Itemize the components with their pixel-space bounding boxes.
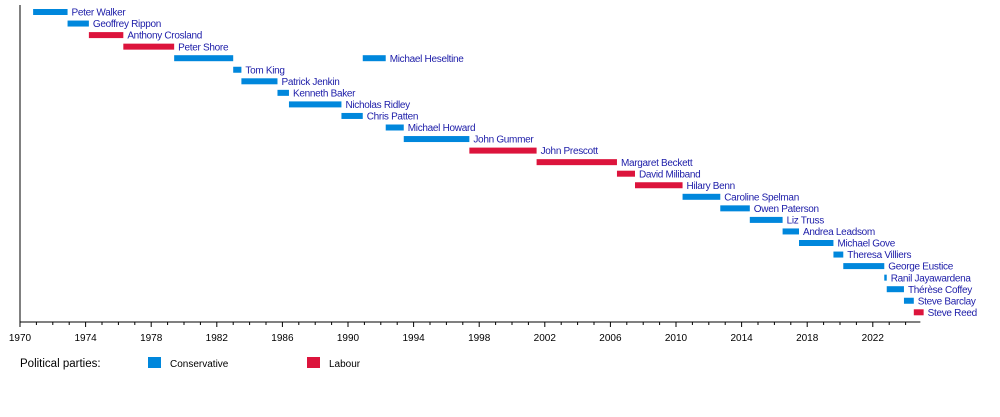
x-tick-label: 1974 [74, 333, 97, 344]
minister-label: Andrea Leadsom [803, 227, 875, 238]
minister-label: John Gummer [473, 135, 534, 146]
legend-swatch [148, 357, 161, 368]
x-tick-label: 2002 [534, 333, 557, 344]
legend-title: Political parties: [20, 358, 101, 370]
minister-label: Theresa Villiers [847, 250, 911, 261]
term-bar [241, 78, 278, 85]
legend-swatch [307, 357, 320, 368]
term-bar [799, 240, 834, 246]
minister-label: Michael Heseltine [390, 54, 465, 65]
minister-label: Kenneth Baker [293, 88, 356, 99]
term-bar [884, 274, 887, 281]
x-tick-label: 2006 [599, 333, 622, 344]
minister-label: Patrick Jenkin [281, 77, 339, 88]
x-tick-label: 2022 [862, 333, 885, 344]
minister-label: Michael Howard [408, 123, 476, 134]
term-bar [67, 20, 89, 27]
term-bar [174, 55, 234, 62]
term-bar [720, 205, 750, 212]
minister-label: Anthony Crosland [127, 31, 202, 42]
term-bar [469, 147, 537, 154]
legend-label: Labour [329, 359, 361, 370]
term-bar [403, 136, 470, 143]
minister-label: Tom King [245, 65, 284, 76]
minister-label: Chris Patten [367, 112, 418, 123]
minister-label: Nicholas Ridley [345, 100, 410, 111]
term-bar [288, 101, 342, 108]
term-bar [749, 216, 783, 223]
term-bar [886, 286, 904, 293]
x-tick-label: 1982 [206, 333, 229, 344]
term-bar [843, 263, 885, 270]
x-tick-label: 1986 [271, 333, 294, 344]
minister-label: Michael Gove [837, 239, 895, 250]
term-bar [123, 43, 175, 50]
term-bar [362, 55, 386, 62]
term-bar [233, 66, 242, 73]
minister-label: Thérèse Coffey [908, 285, 972, 296]
term-bar [903, 297, 914, 304]
minister-label: Steve Barclay [918, 296, 976, 307]
term-bar [277, 89, 289, 96]
minister-label: Peter Shore [178, 42, 229, 53]
term-bar [833, 251, 844, 258]
term-bar [33, 9, 68, 15]
minister-label: Peter Walker [72, 8, 127, 19]
minister-label: Steve Reed [928, 308, 977, 319]
term-bar [782, 228, 799, 235]
term-bar [913, 309, 924, 316]
minister-label: Margaret Beckett [621, 158, 693, 169]
minister-label: Caroline Spelman [724, 192, 799, 203]
minister-label: George Eustice [888, 262, 953, 273]
x-tick-label: 1994 [402, 333, 425, 344]
x-tick-label: 2010 [665, 333, 688, 344]
x-tick-label: 1990 [337, 333, 360, 344]
x-tick-label: 1970 [9, 333, 32, 344]
minister-label: Geoffrey Rippon [93, 19, 161, 30]
x-tick-label: 2018 [796, 333, 819, 344]
term-bar [536, 159, 617, 166]
minister-label: Liz Truss [787, 216, 825, 227]
x-tick-label: 1978 [140, 333, 163, 344]
minister-label: Hilary Benn [687, 181, 735, 192]
minister-label: David Miliband [639, 169, 700, 180]
legend-label: Conservative [170, 359, 229, 370]
minister-label: Owen Paterson [754, 204, 819, 215]
term-bar [682, 193, 721, 200]
x-tick-label: 1998 [468, 333, 491, 344]
minister-label: Ranil Jayawardena [891, 273, 972, 284]
term-bar [385, 124, 404, 131]
term-bar [635, 182, 683, 189]
minister-label: John Prescott [541, 146, 599, 157]
term-bar [616, 170, 635, 177]
term-bar [341, 112, 363, 119]
term-bar [88, 32, 124, 39]
x-tick-label: 2014 [730, 333, 753, 344]
